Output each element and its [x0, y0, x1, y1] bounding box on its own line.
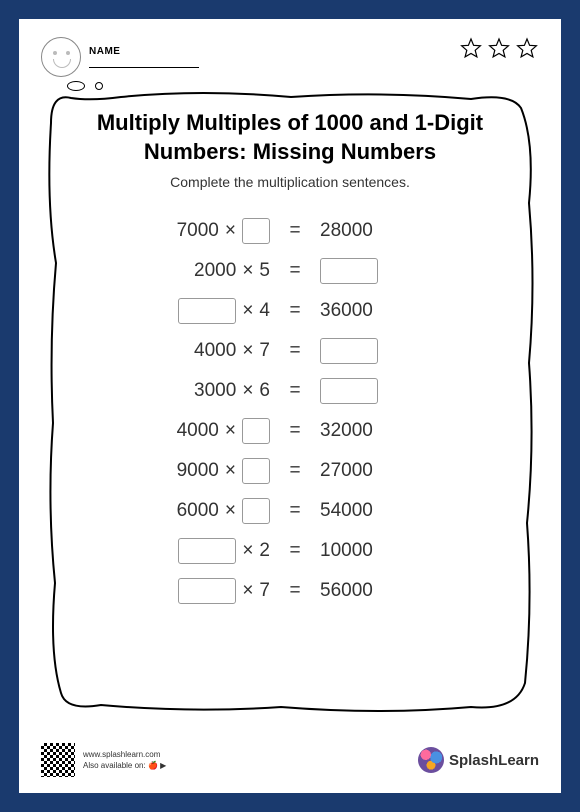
answer-box[interactable] [320, 378, 378, 404]
equation-row: 4000 × 7= [130, 338, 450, 364]
result: 56000 [320, 580, 373, 602]
operand-a: 6000 [177, 500, 219, 522]
equals-sign: = [270, 340, 320, 362]
result: 27000 [320, 460, 373, 482]
equals-sign: = [270, 540, 320, 562]
logo-icon [418, 747, 444, 773]
operand-b: 5 [259, 260, 270, 282]
operand-a: 2000 [194, 260, 236, 282]
operator: × [242, 300, 253, 322]
operand-a: 3000 [194, 380, 236, 402]
operand-b: 6 [259, 380, 270, 402]
equation-row: 3000 × 6= [130, 378, 450, 404]
answer-box[interactable] [242, 418, 270, 444]
footer-text: www.splashlearn.com Also available on: 🍎… [83, 749, 166, 771]
result: 32000 [320, 420, 373, 442]
operator: × [242, 260, 253, 282]
answer-box[interactable] [242, 218, 270, 244]
operator: × [242, 540, 253, 562]
star-icon [459, 37, 483, 61]
answer-box[interactable] [242, 458, 270, 484]
operand-b: 7 [259, 340, 270, 362]
equation-row: 4000 × =32000 [130, 418, 450, 444]
operand-a: 7000 [177, 220, 219, 242]
operator: × [242, 340, 253, 362]
operator: × [225, 420, 236, 442]
operator: × [225, 220, 236, 242]
answer-box[interactable] [178, 538, 236, 564]
equals-sign: = [270, 300, 320, 322]
operand-b: 7 [259, 580, 270, 602]
star-icon [515, 37, 539, 61]
star-icon [487, 37, 511, 61]
equation-row: 7000 × =28000 [130, 218, 450, 244]
name-input-line[interactable] [89, 67, 199, 68]
worksheet-page: NAME Multiply Multiples of 1000 and 1-Di… [19, 19, 561, 793]
equation-row: 2000 × 5= [130, 258, 450, 284]
equals-sign: = [270, 220, 320, 242]
answer-box[interactable] [178, 298, 236, 324]
header: NAME [41, 37, 539, 87]
equals-sign: = [270, 460, 320, 482]
answer-box[interactable] [178, 578, 236, 604]
operand-b: 4 [259, 300, 270, 322]
rating-stars [459, 37, 539, 61]
equation-row: 6000 × =54000 [130, 498, 450, 524]
smiley-icon [41, 37, 81, 77]
answer-box[interactable] [320, 338, 378, 364]
answer-box[interactable] [320, 258, 378, 284]
operator: × [242, 380, 253, 402]
answer-box[interactable] [242, 498, 270, 524]
equals-sign: = [270, 380, 320, 402]
equation-list: 7000 × =280002000 × 5= × 4=360004000 × 7… [59, 218, 521, 604]
name-label: NAME [89, 46, 199, 57]
equals-sign: = [270, 500, 320, 522]
equals-sign: = [270, 580, 320, 602]
operator: × [242, 580, 253, 602]
result: 28000 [320, 220, 373, 242]
equation-row: × 2=10000 [130, 538, 450, 564]
operand-b: 2 [259, 540, 270, 562]
equation-row: 9000 × =27000 [130, 458, 450, 484]
operand-a: 4000 [194, 340, 236, 362]
equation-row: × 4=36000 [130, 298, 450, 324]
worksheet-title: Multiply Multiples of 1000 and 1-Digit N… [59, 109, 521, 166]
result: 10000 [320, 540, 373, 562]
result: 54000 [320, 500, 373, 522]
qr-code-icon [41, 743, 75, 777]
equals-sign: = [270, 420, 320, 442]
worksheet-subtitle: Complete the multiplication sentences. [59, 174, 521, 190]
result: 36000 [320, 300, 373, 322]
name-area: NAME [41, 37, 199, 77]
operator: × [225, 500, 236, 522]
operand-a: 9000 [177, 460, 219, 482]
footer: www.splashlearn.com Also available on: 🍎… [41, 743, 539, 777]
operand-a: 4000 [177, 420, 219, 442]
equation-row: × 7=56000 [130, 578, 450, 604]
content-area: Multiply Multiples of 1000 and 1-Digit N… [59, 109, 521, 604]
brand-logo: SplashLearn [418, 747, 539, 773]
equals-sign: = [270, 260, 320, 282]
operator: × [225, 460, 236, 482]
